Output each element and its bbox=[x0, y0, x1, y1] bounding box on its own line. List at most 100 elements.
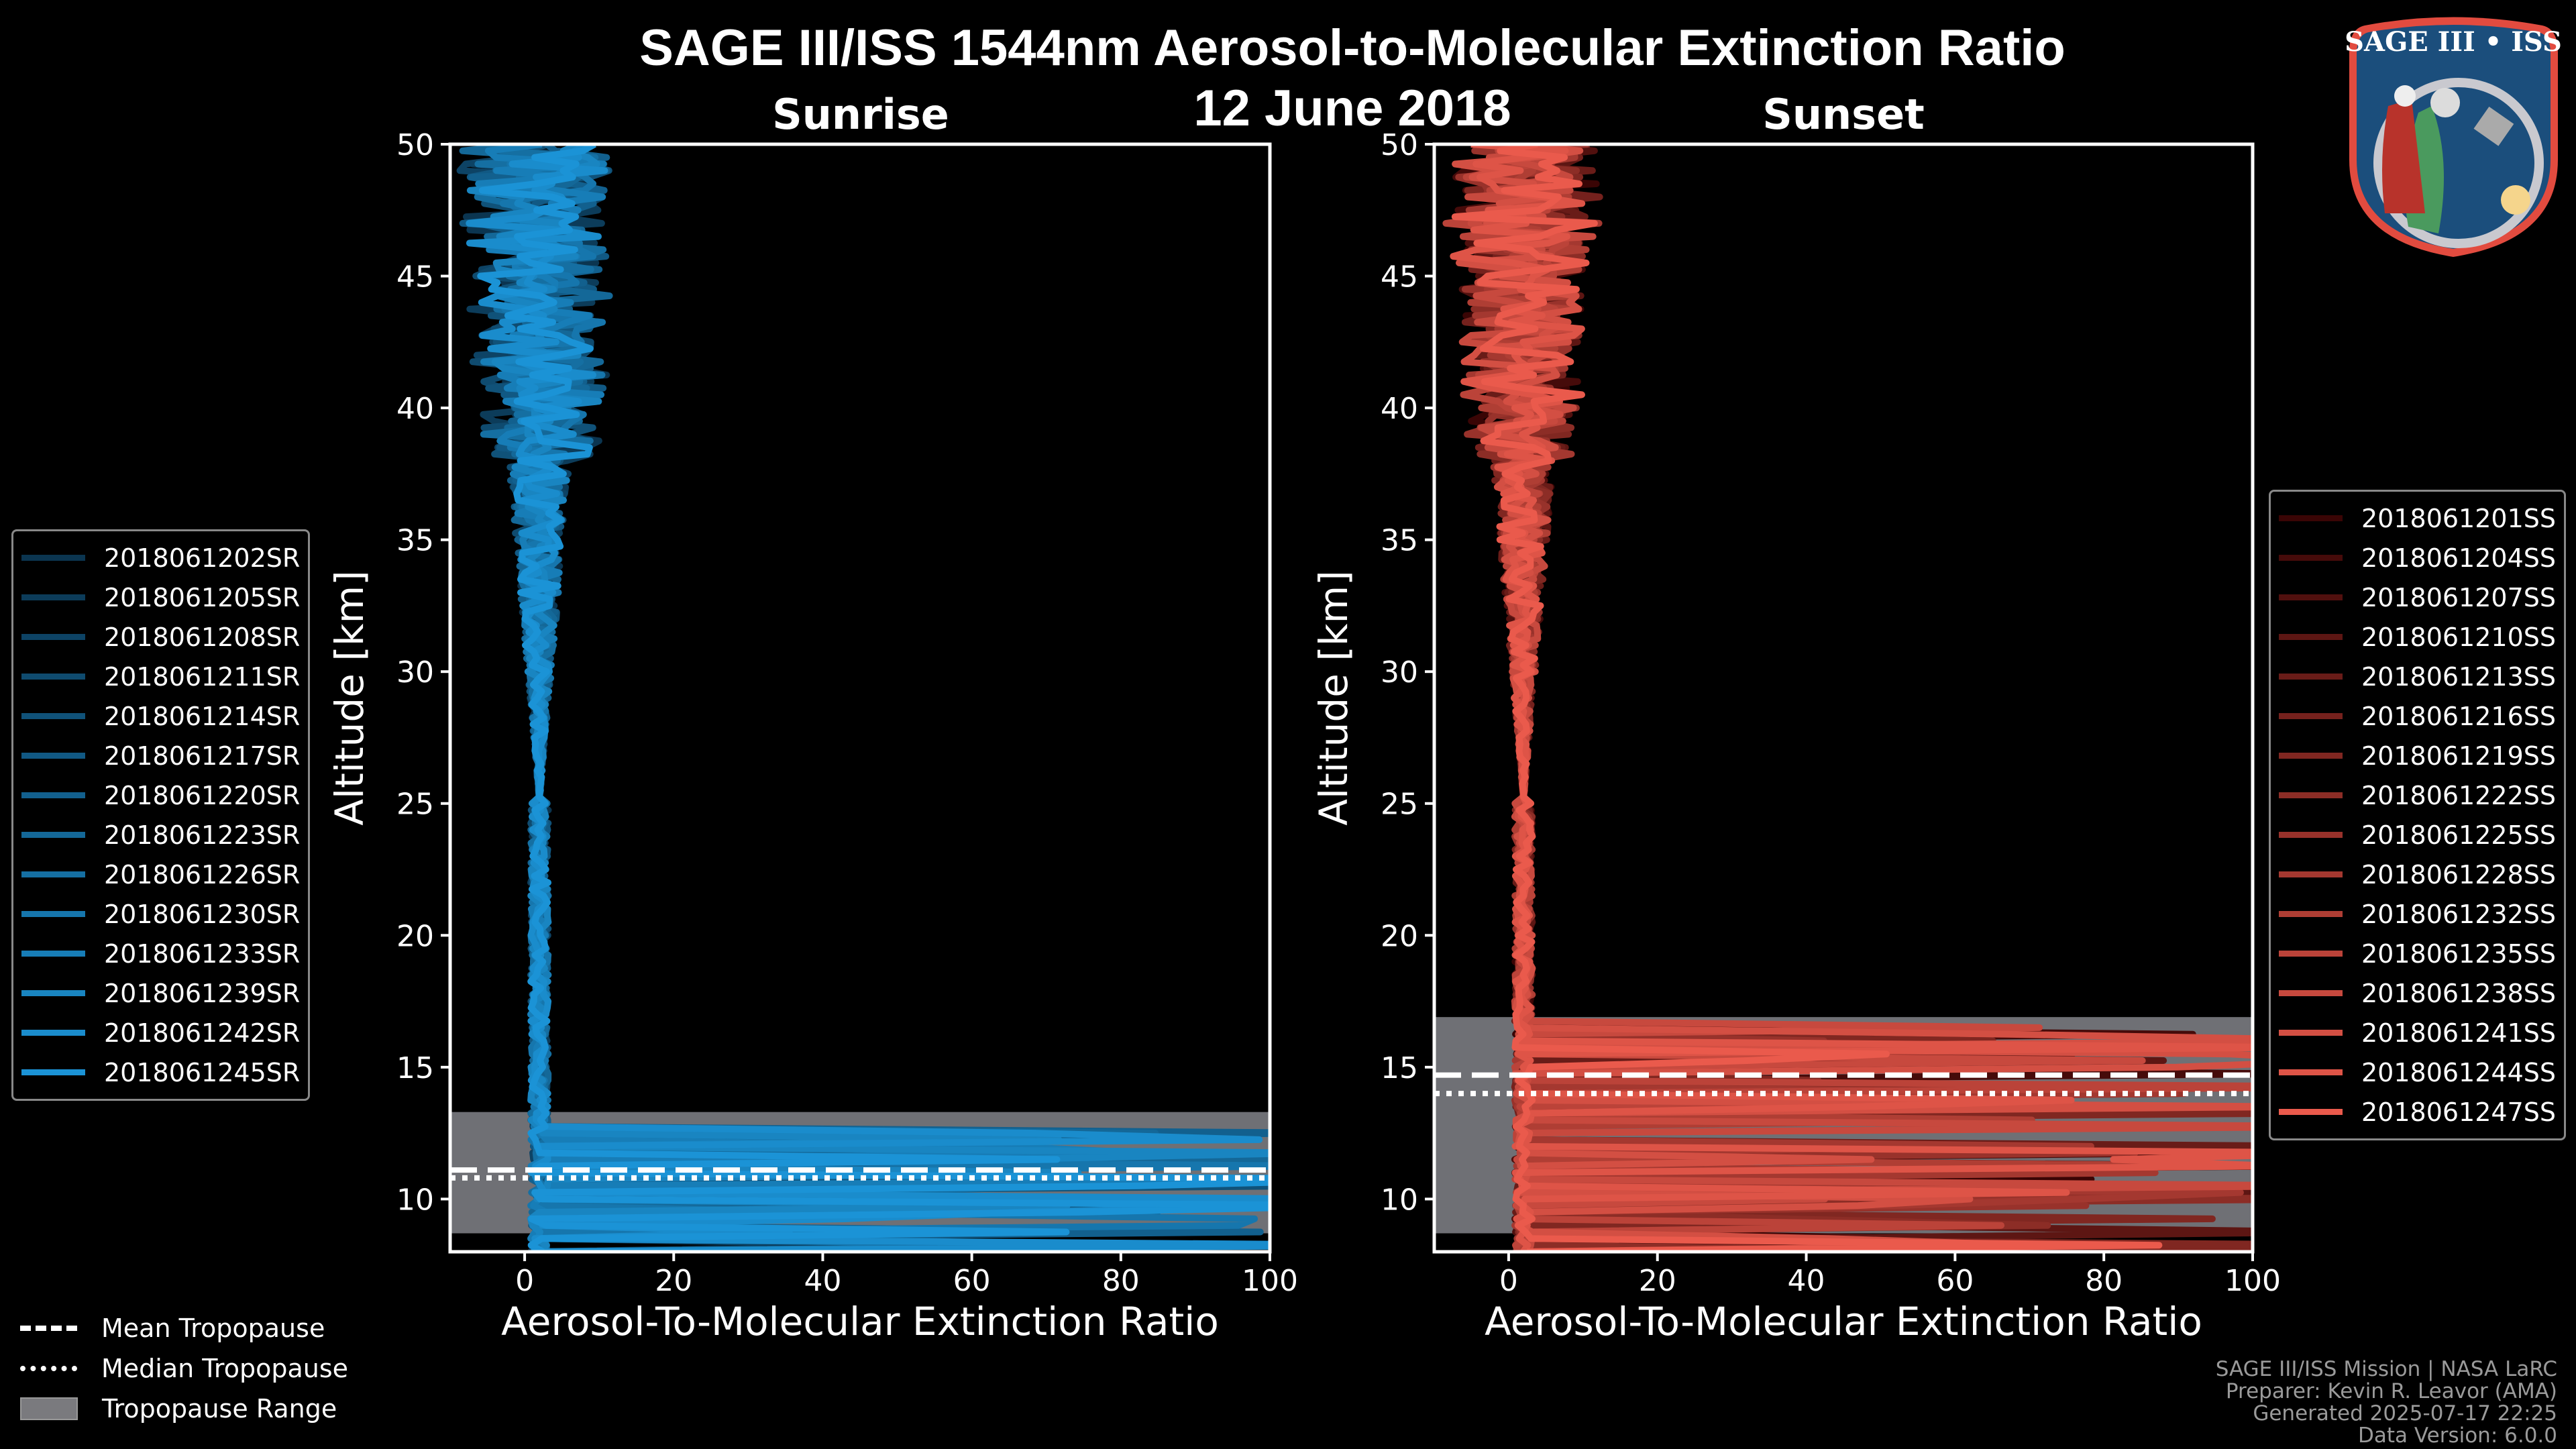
legend-label: 2018061235SS bbox=[2361, 938, 2557, 969]
y-tick-label: 50 bbox=[1381, 128, 1418, 162]
legend-swatch bbox=[2279, 832, 2343, 838]
y-tick-label: 40 bbox=[396, 392, 434, 426]
footer-version: Data Version: 6.0.0 bbox=[2357, 1424, 2557, 1448]
y-tick-label: 10 bbox=[1381, 1183, 1418, 1217]
legend-label: 2018061219SS bbox=[2361, 741, 2557, 771]
svg-text:SAGE III • ISS: SAGE III • ISS bbox=[2345, 26, 2562, 58]
legend-label: 2018061217SR bbox=[104, 741, 301, 771]
chart-title: SAGE III/ISS 1544nm Aerosol-to-Molecular… bbox=[639, 19, 2065, 76]
y-tick-label: 15 bbox=[396, 1051, 434, 1085]
x-tick-label: 0 bbox=[515, 1264, 534, 1298]
legend-item: 2018061220SR bbox=[21, 775, 300, 815]
legend-item: 2018061214SR bbox=[21, 696, 300, 736]
legend-swatch bbox=[2279, 990, 2343, 996]
x-tick-label: 40 bbox=[804, 1264, 841, 1298]
legend-label: 2018061213SS bbox=[2361, 661, 2557, 692]
legend-label: 2018061205SR bbox=[104, 582, 301, 612]
legend-swatch bbox=[21, 832, 85, 838]
legend-label: Mean Tropopause bbox=[101, 1313, 325, 1343]
profile-line-2018061230SR bbox=[495, 144, 1270, 1252]
legend-swatch bbox=[2279, 594, 2343, 600]
legend-swatch bbox=[21, 753, 85, 759]
legend-swatch bbox=[2279, 1069, 2343, 1075]
profile-line-2018061214SR bbox=[481, 144, 1270, 1252]
legend-item: 2018061207SS bbox=[2279, 578, 2556, 617]
tropopause-legend: Mean Tropopause Median Tropopause Tropop… bbox=[20, 1308, 348, 1429]
legend-label: 2018061202SR bbox=[104, 543, 301, 573]
legend-swatch bbox=[2279, 674, 2343, 680]
y-tick-label: 20 bbox=[1381, 919, 1418, 953]
profile-line-2018061202SR bbox=[463, 144, 1211, 1252]
y-tick-label: 40 bbox=[1381, 392, 1418, 426]
profile-line-2018061242SR bbox=[466, 144, 1270, 1252]
axes-frame bbox=[448, 142, 1272, 1254]
x-tick-label: 100 bbox=[2224, 1264, 2281, 1298]
y-tick-label: 20 bbox=[396, 919, 434, 953]
legend-item: 2018061232SS bbox=[2279, 894, 2556, 934]
y-tick-label: 45 bbox=[396, 260, 434, 294]
legend-item: 2018061208SR bbox=[21, 617, 300, 657]
legend-label: 2018061233SR bbox=[104, 938, 301, 969]
legend-item: 2018061204SS bbox=[2279, 538, 2556, 578]
legend-label: 2018061222SS bbox=[2361, 780, 2557, 810]
x-axis-label: Aerosol-To-Molecular Extinction Ratio bbox=[1485, 1299, 2202, 1344]
legend-label: 2018061242SR bbox=[104, 1018, 301, 1048]
x-tick-label: 40 bbox=[1788, 1264, 1825, 1298]
legend-label: 2018061204SS bbox=[2361, 543, 2557, 573]
x-tick-label: 60 bbox=[1936, 1264, 1974, 1298]
legend-swatch bbox=[2279, 515, 2343, 521]
x-tick-label: 60 bbox=[953, 1264, 991, 1298]
y-tick-label: 45 bbox=[1381, 260, 1418, 294]
dotted-line-icon bbox=[20, 1366, 77, 1371]
legend-label: 2018061244SS bbox=[2361, 1057, 2557, 1087]
legend-swatch bbox=[21, 634, 85, 640]
legend-tropopause-range: Tropopause Range bbox=[20, 1389, 348, 1429]
sunrise-plot: 0 20 40 60 80 100 10 15 20 25 30 35 40 45 50 Aerosol-To… bbox=[327, 128, 1298, 1344]
legend-swatch bbox=[2279, 1109, 2343, 1115]
y-tick-label: 50 bbox=[396, 128, 434, 162]
y-tick-label: 30 bbox=[396, 655, 434, 690]
legend-swatch bbox=[21, 990, 85, 996]
legend-item: 2018061233SR bbox=[21, 934, 300, 973]
legend-item: 2018061210SS bbox=[2279, 617, 2556, 657]
profile-line-2018061217SR bbox=[459, 144, 1270, 1252]
legend-label: 2018061214SR bbox=[104, 701, 301, 731]
legend-item: 2018061213SS bbox=[2279, 657, 2556, 696]
legend-mean-tropopause: Mean Tropopause bbox=[20, 1308, 348, 1348]
y-tick-label: 25 bbox=[1381, 788, 1418, 822]
legend-item: 2018061201SS bbox=[2279, 498, 2556, 538]
y-tick-label: 25 bbox=[396, 788, 434, 822]
legend-swatch bbox=[2279, 753, 2343, 759]
sage-iii-iss-mission-logo: SAGE III • ISS bbox=[2345, 17, 2562, 257]
y-tick-label: 35 bbox=[396, 524, 434, 558]
sunset-plot: 0 20 40 60 80 100 10 15 20 25 30 35 40 45 50 Aerosol-To… bbox=[1311, 128, 2281, 1344]
profile-line-2018061244SS bbox=[1450, 144, 2253, 1252]
sunset-title: Sunset bbox=[1762, 90, 1925, 139]
legend-label: 2018061247SS bbox=[2361, 1097, 2557, 1127]
legend-swatch bbox=[2279, 1030, 2343, 1036]
legend-swatch bbox=[2279, 555, 2343, 561]
legend-swatch bbox=[2279, 871, 2343, 877]
sunset-legend: 2018061201SS 2018061204SS 2018061207SS 2018… bbox=[2269, 490, 2567, 1140]
x-tick-label: 100 bbox=[1242, 1264, 1298, 1298]
legend-swatch bbox=[21, 871, 85, 877]
legend-item: 2018061222SS bbox=[2279, 775, 2556, 815]
legend-swatch bbox=[21, 911, 85, 917]
legend-item: 2018061202SR bbox=[21, 538, 300, 578]
sunrise-title: Sunrise bbox=[772, 90, 949, 139]
legend-item: 2018061219SS bbox=[2279, 736, 2556, 775]
profile-line-2018061247SS bbox=[1451, 144, 2163, 1252]
legend-swatch bbox=[21, 594, 85, 600]
legend-item: 2018061225SS bbox=[2279, 815, 2556, 855]
legend-label: 2018061239SR bbox=[104, 978, 301, 1008]
legend-label: 2018061225SS bbox=[2361, 820, 2557, 850]
x-axis-label: Aerosol-To-Molecular Extinction Ratio bbox=[501, 1299, 1219, 1344]
legend-swatch bbox=[21, 951, 85, 957]
legend-label: Median Tropopause bbox=[101, 1354, 348, 1383]
legend-item: 2018061228SS bbox=[2279, 855, 2556, 894]
legend-label: 2018061232SS bbox=[2361, 899, 2557, 929]
legend-swatch bbox=[2279, 713, 2343, 719]
legend-item: 2018061216SS bbox=[2279, 696, 2556, 736]
legend-label: 2018061210SS bbox=[2361, 622, 2557, 652]
